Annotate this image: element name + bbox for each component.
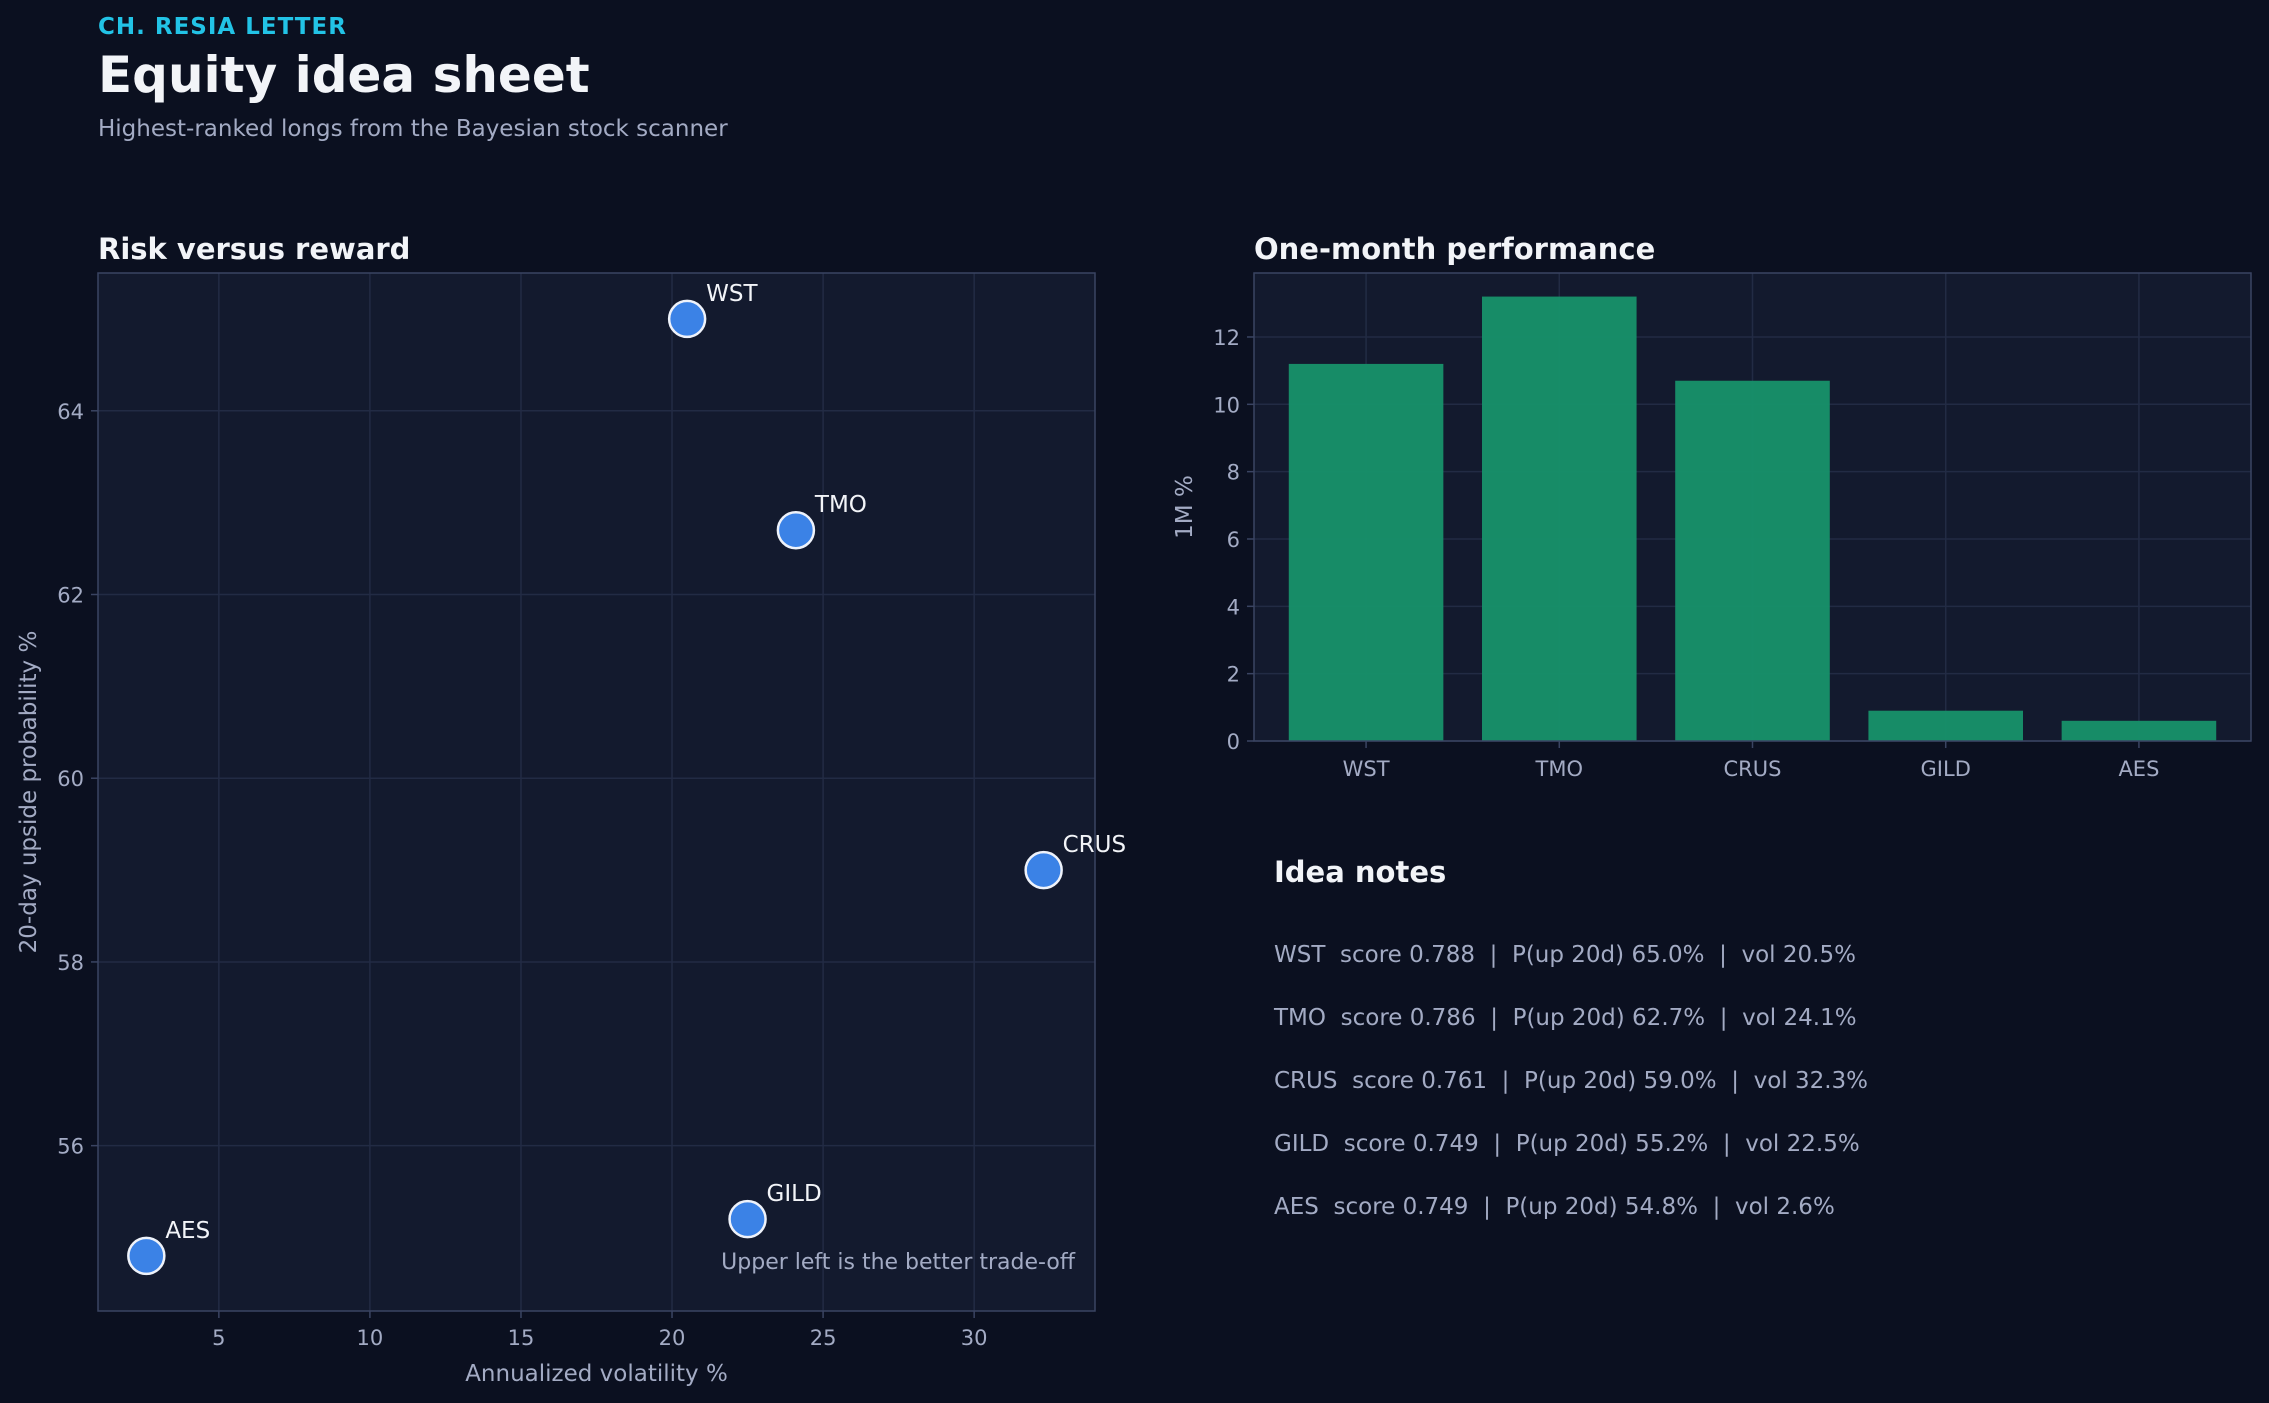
scatter-point bbox=[1024, 850, 1063, 890]
bar-chart-title: One-month performance bbox=[1254, 232, 1656, 266]
x-axis-label: Annualized volatility % bbox=[465, 1361, 728, 1387]
x-tick-label: GILD bbox=[1921, 757, 1971, 781]
x-tick-label: TMO bbox=[1535, 757, 1583, 781]
y-tick-label: 58 bbox=[57, 951, 84, 975]
x-tick-label: 30 bbox=[961, 1326, 988, 1350]
y-tick-label: 56 bbox=[57, 1135, 84, 1159]
point-label: AES bbox=[165, 1218, 210, 1244]
scatter-plot-area bbox=[98, 273, 1095, 1311]
scatter-point bbox=[728, 1199, 767, 1239]
eyebrow-label: CH. RESIA LETTER bbox=[98, 14, 347, 40]
y-tick-label: 4 bbox=[1227, 595, 1240, 619]
idea-note-line: CRUS score 0.761 | P(up 20d) 59.0% | vol… bbox=[1274, 1068, 1869, 1094]
x-tick-label: WST bbox=[1343, 757, 1390, 781]
x-tick-label: 25 bbox=[810, 1326, 837, 1350]
performance-bar bbox=[1675, 380, 1830, 741]
x-tick-label: 10 bbox=[357, 1326, 384, 1350]
page-subtitle: Highest-ranked longs from the Bayesian s… bbox=[98, 116, 728, 142]
idea-note-line: TMO score 0.786 | P(up 20d) 62.7% | vol … bbox=[1274, 1005, 1857, 1031]
y-tick-label: 0 bbox=[1227, 730, 1240, 754]
point-label: TMO bbox=[814, 492, 867, 518]
scatter-point bbox=[776, 510, 816, 550]
chart-annotation: Upper left is the better trade-off bbox=[721, 1250, 1076, 1275]
y-tick-label: 60 bbox=[57, 767, 84, 791]
x-tick-label: 20 bbox=[659, 1326, 686, 1350]
performance-bar bbox=[2061, 720, 2217, 741]
y-axis-label: 20-day upside probability % bbox=[16, 631, 42, 954]
point-label: CRUS bbox=[1063, 832, 1126, 858]
x-tick-label: 5 bbox=[212, 1326, 225, 1350]
scatter-frame bbox=[97, 272, 1096, 1312]
x-tick-label: CRUS bbox=[1724, 757, 1782, 781]
performance-bar bbox=[1288, 363, 1444, 741]
scatter-point bbox=[127, 1236, 166, 1276]
idea-note-line: AES score 0.749 | P(up 20d) 54.8% | vol … bbox=[1274, 1194, 1835, 1220]
performance-bar bbox=[1868, 710, 2024, 741]
y-tick-label: 62 bbox=[57, 584, 84, 608]
y-tick-label: 6 bbox=[1227, 528, 1240, 552]
x-tick-label: 15 bbox=[508, 1326, 535, 1350]
point-label: WST bbox=[706, 281, 758, 307]
idea-notes-title: Idea notes bbox=[1274, 855, 1447, 889]
idea-note-line: GILD score 0.749 | P(up 20d) 55.2% | vol… bbox=[1274, 1131, 1860, 1157]
y-tick-label: 8 bbox=[1227, 461, 1240, 485]
bar-frame bbox=[1253, 272, 2252, 742]
point-label: GILD bbox=[767, 1181, 822, 1207]
y-tick-label: 2 bbox=[1227, 663, 1240, 687]
y-tick-label: 10 bbox=[1213, 393, 1240, 417]
scatter-chart-title: Risk versus reward bbox=[98, 232, 411, 266]
y-tick-label: 12 bbox=[1213, 326, 1240, 350]
idea-note-line: WST score 0.788 | P(up 20d) 65.0% | vol … bbox=[1274, 942, 1856, 968]
scatter-point bbox=[667, 299, 707, 339]
performance-bar bbox=[1481, 296, 1637, 741]
y-axis-label: 1M % bbox=[1172, 475, 1198, 539]
y-tick-label: 64 bbox=[57, 400, 84, 424]
x-tick-label: AES bbox=[2118, 757, 2159, 781]
page-title: Equity idea sheet bbox=[98, 46, 590, 104]
